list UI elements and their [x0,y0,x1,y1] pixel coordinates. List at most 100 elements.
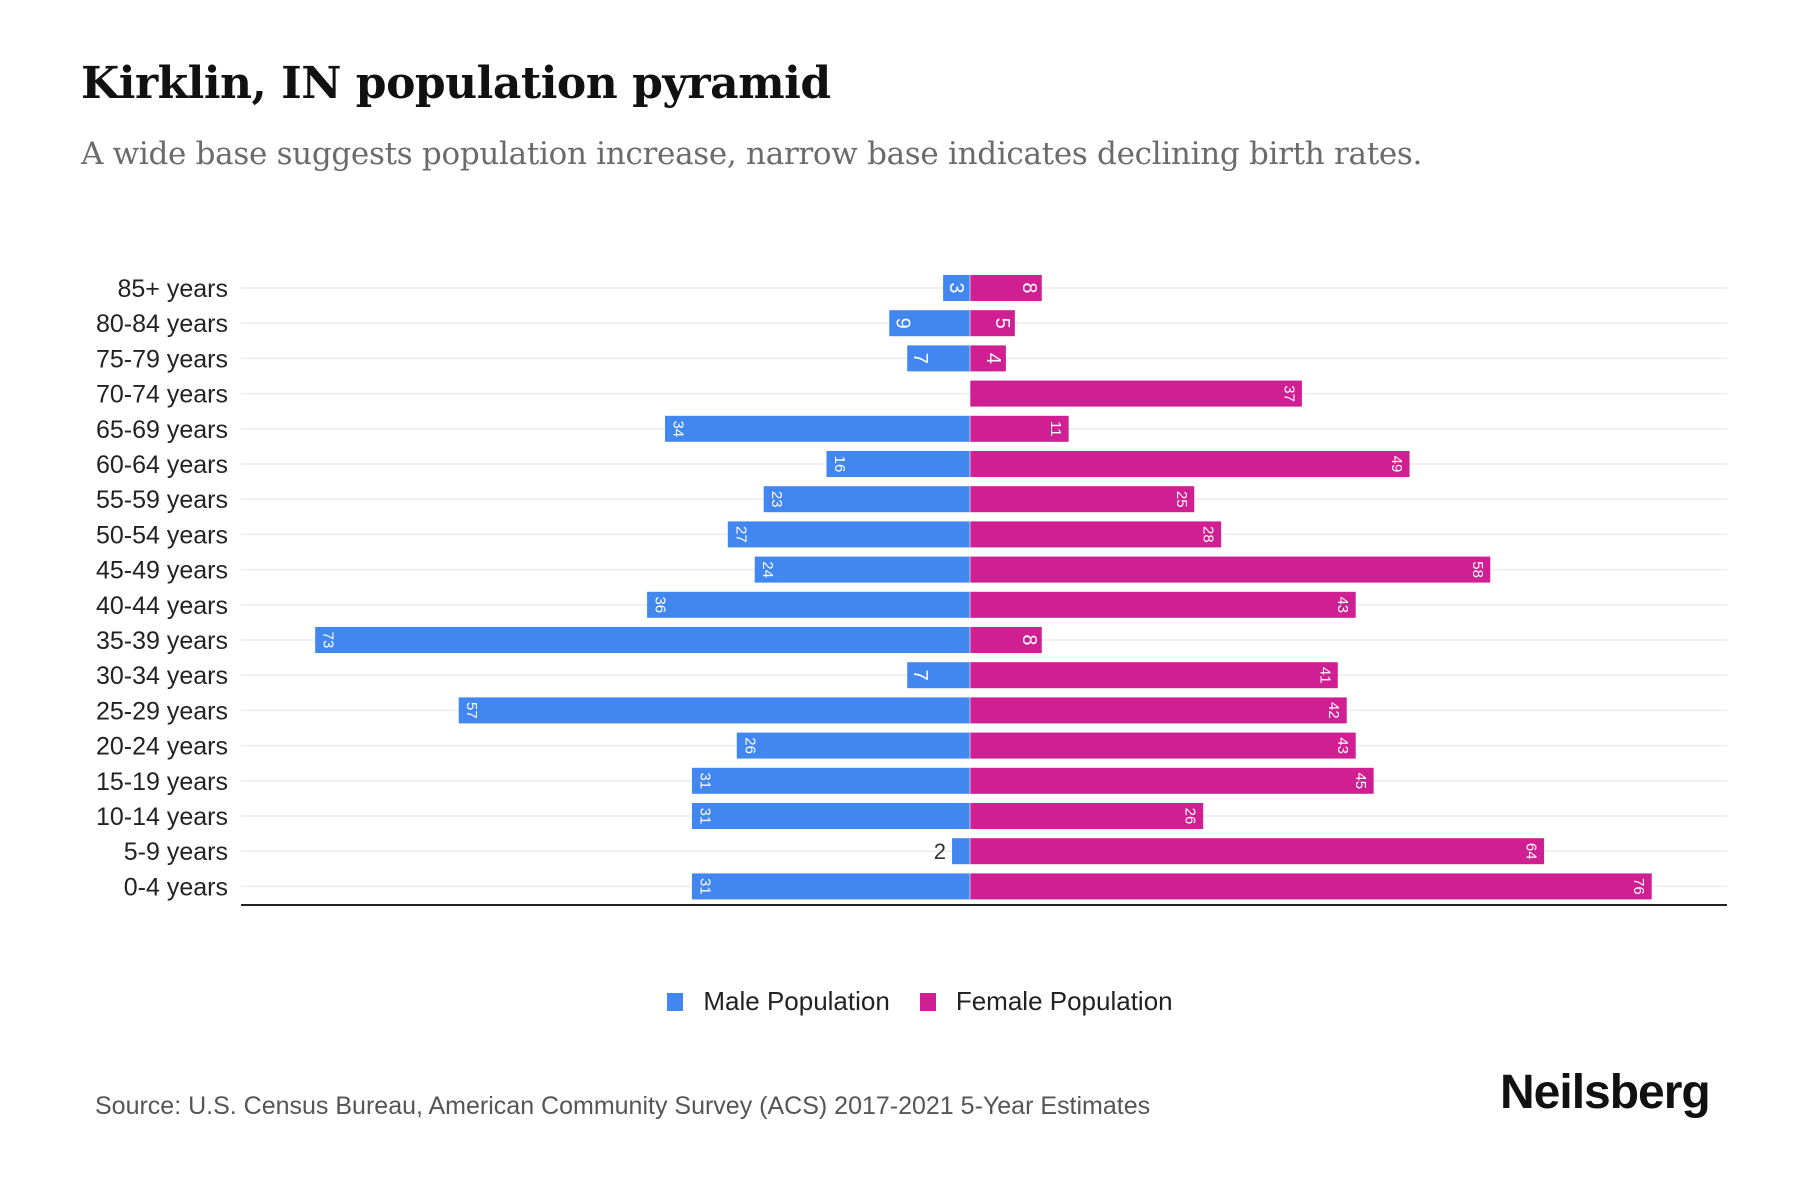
male-bar [647,591,970,618]
female-value-label: 58 [1469,561,1486,578]
chart-title: Kirklin, IN population pyramid [81,58,831,109]
legend-label-male: Male Population [703,986,890,1016]
source-note: Source: U.S. Census Bureau, American Com… [95,1092,1151,1120]
female-bar [970,345,1006,372]
female-value-label: 8 [1018,282,1040,293]
female-bar [970,591,1356,618]
legend-label-female: Female Population [955,986,1173,1016]
female-value-label: 76 [1630,878,1647,895]
category-label: 20-24 years [96,733,228,761]
male-value-label: 9 [891,318,913,329]
male-value-label: 34 [670,420,687,437]
female-bar [970,521,1222,548]
male-bar [907,662,970,689]
male-value-label: 23 [768,491,785,508]
female-value-label: 45 [1352,772,1369,789]
male-bar [826,451,970,477]
female-bar [970,732,1356,759]
male-bar [315,627,970,653]
male-value-label: 26 [741,737,758,754]
male-value-label: 7 [909,670,931,681]
male-value-label: 27 [732,526,749,543]
category-label: 25-29 years [96,697,228,725]
male-bar [691,873,970,900]
category-label: 65-69 years [96,416,228,444]
category-label: 60-64 years [96,451,228,479]
female-value-label: 42 [1325,702,1342,719]
female-value-label: 5 [991,318,1013,329]
female-value-label: 25 [1173,491,1190,508]
category-label: 85+ years [118,275,229,303]
male-bar [943,275,970,301]
female-value-label: 41 [1316,667,1333,684]
category-label: 15-19 years [96,768,228,796]
male-value-label: 31 [696,808,713,825]
female-bar [970,486,1195,513]
category-label: 5-9 years [124,838,228,866]
male-value-label: 57 [463,702,480,719]
male-value-label: 36 [652,596,669,613]
male-bar [736,732,970,759]
female-bar [970,556,1491,583]
category-label: 75-79 years [96,345,228,373]
female-bar [970,275,1042,301]
male-bar [727,521,970,548]
male-bar [763,486,970,513]
male-bar [458,697,970,724]
female-bar [970,838,1545,865]
female-value-label: 28 [1200,526,1217,543]
female-bar [970,697,1347,724]
category-label: 30-34 years [96,662,228,690]
male-value-label: 3 [945,282,967,293]
category-label: 45-49 years [96,557,228,585]
chart-subtitle: A wide base suggests population increase… [81,136,1423,172]
female-value-label: 49 [1388,456,1405,473]
female-value-label: 11 [1047,421,1064,437]
male-value-label: 24 [759,561,776,578]
male-bar [952,838,970,865]
neilsberg-logo: Neilsberg [1500,1066,1711,1119]
legend-swatch-male [667,992,684,1011]
male-bar [889,310,970,337]
female-bar [970,627,1042,653]
category-label: 80-84 years [96,310,228,338]
category-label: 40-44 years [96,592,228,620]
male-bar [691,767,970,794]
female-value-label: 43 [1334,596,1351,613]
male-bar [665,415,970,442]
legend: Male Population Female Population [0,986,1800,1017]
male-bar [907,345,970,372]
category-label: 35-39 years [96,627,228,655]
category-label: 70-74 years [96,381,228,409]
male-value-label: 73 [320,632,337,649]
female-value-label: 8 [1018,634,1040,645]
female-bar [970,873,1652,900]
male-value-label: 2 [934,839,946,864]
male-value-label: 16 [831,456,848,473]
female-bar [970,310,1015,337]
female-bar [970,767,1374,794]
male-value-label: 31 [696,772,713,789]
legend-item-female[interactable]: Female Population [919,986,1173,1017]
category-label: 10-14 years [96,803,228,831]
male-value-label: 31 [696,878,713,895]
female-bar [970,803,1204,829]
category-label: 50-54 years [96,521,228,549]
female-bar [970,380,1302,407]
female-value-label: 64 [1523,843,1540,860]
male-value-label: 7 [909,353,931,364]
female-value-label: 43 [1334,737,1351,754]
male-bar [691,803,970,829]
legend-item-male[interactable]: Male Population [667,986,890,1017]
female-value-label: 26 [1182,808,1199,825]
male-bar [754,556,970,583]
legend-swatch-female [919,992,936,1011]
female-value-label: 4 [982,353,1004,364]
female-bar [970,662,1338,689]
female-bar [970,415,1069,442]
female-bar [970,451,1410,477]
category-label: 0-4 years [124,873,228,901]
female-value-label: 37 [1280,385,1297,402]
category-label: 55-59 years [96,486,228,514]
